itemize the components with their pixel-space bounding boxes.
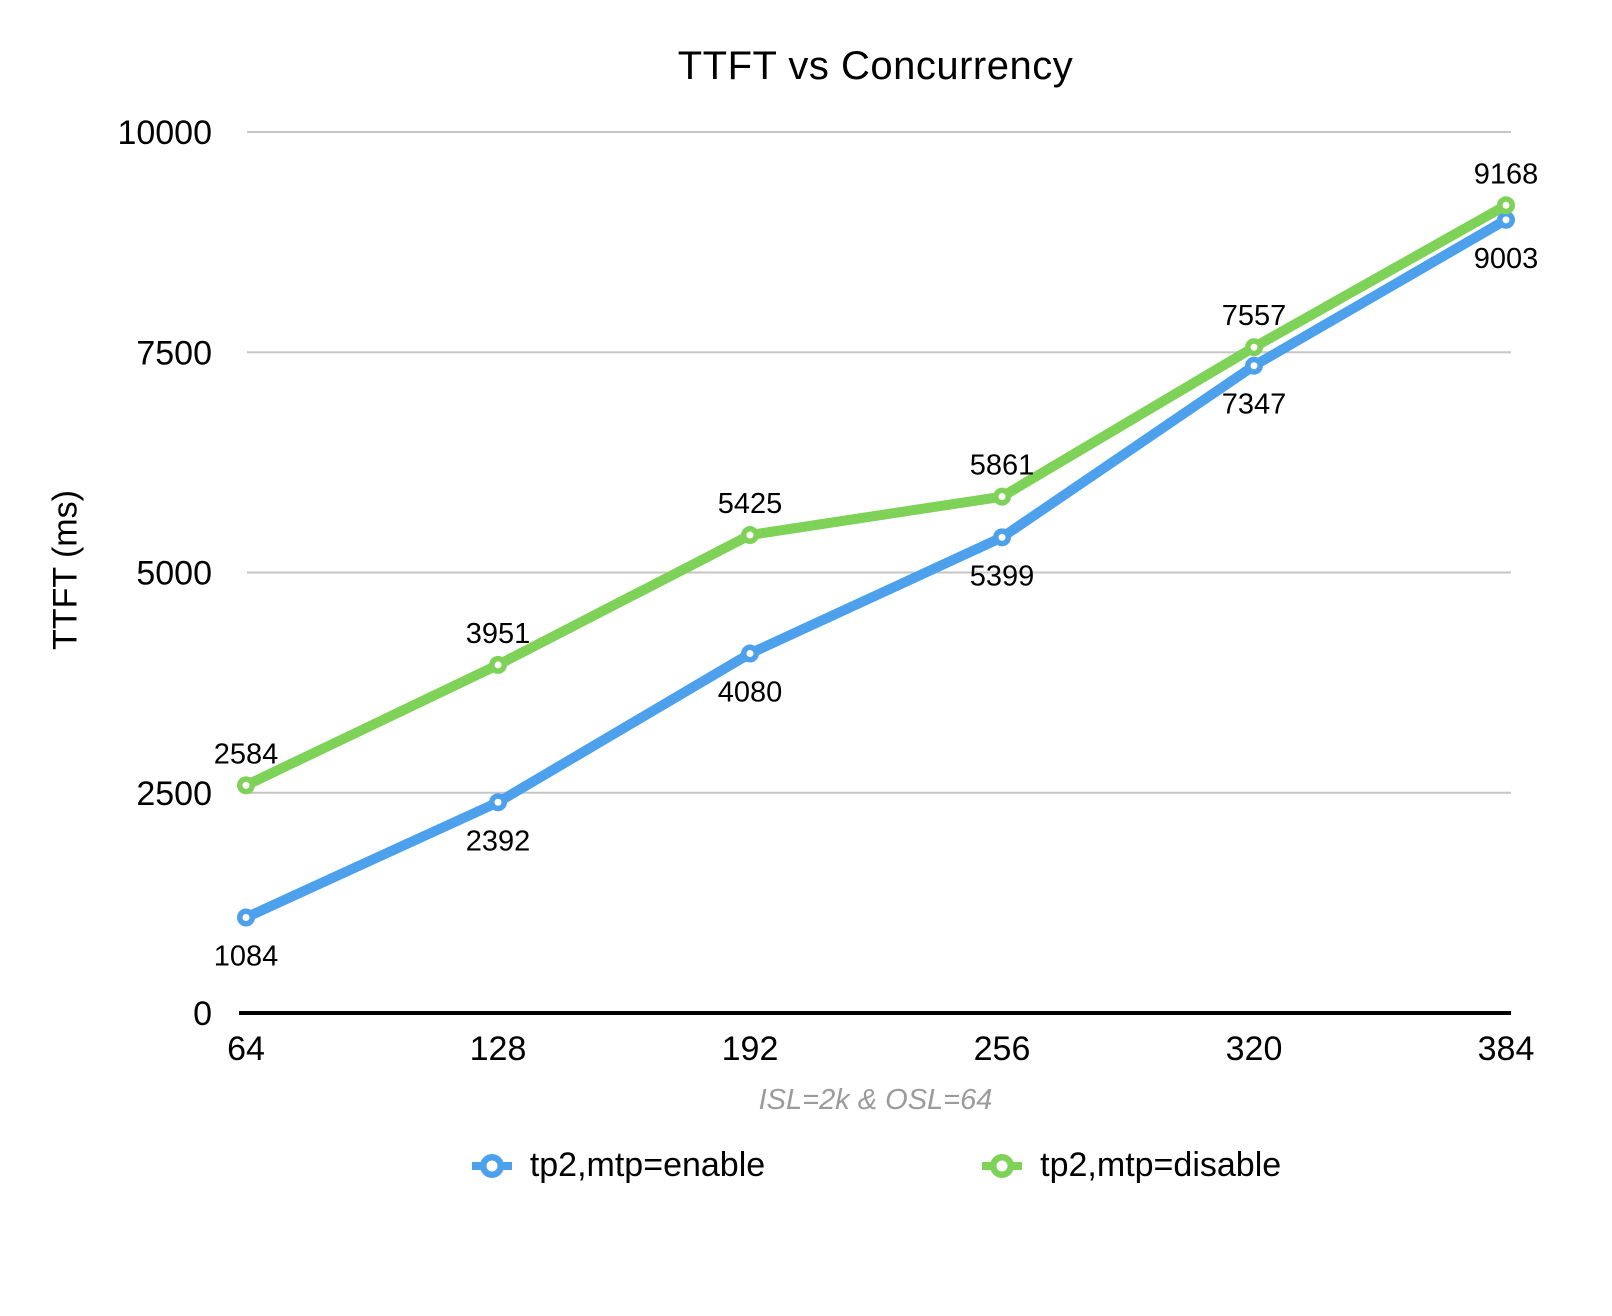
- chart-subtitle: ISL=2k & OSL=64: [758, 1084, 993, 1116]
- y-tick-label: 7500: [136, 334, 212, 372]
- data-point-marker-hole: [242, 913, 250, 921]
- x-tick-label: 128: [470, 1030, 527, 1068]
- data-point-marker-hole: [242, 781, 250, 789]
- data-point-marker-hole: [998, 533, 1006, 541]
- data-point-marker-hole: [1502, 216, 1510, 224]
- y-tick-label: 2500: [136, 775, 212, 813]
- data-point-label: 5425: [718, 488, 783, 520]
- data-point-marker-hole: [494, 661, 502, 669]
- series-line-tp2-mtp-enable: [241, 214, 1511, 923]
- data-point-marker-hole: [1250, 343, 1258, 351]
- data-point-label: 1084: [214, 940, 279, 972]
- data-point-marker-hole: [746, 650, 754, 658]
- data-point-label: 3951: [466, 618, 531, 650]
- y-tick-label: 5000: [136, 555, 212, 593]
- data-point-marker-hole: [746, 531, 754, 539]
- data-point-marker-hole: [998, 493, 1006, 501]
- x-tick-label: 192: [722, 1030, 779, 1068]
- legend-marker-icon: [982, 1153, 1023, 1178]
- legend-marker-hole: [996, 1160, 1008, 1171]
- data-point-label: 2584: [214, 738, 279, 770]
- data-point-label: 7557: [1222, 300, 1287, 332]
- data-point-label: 4080: [718, 677, 783, 709]
- legend-marker-icon: [471, 1153, 512, 1178]
- data-point-label: 9168: [1474, 158, 1539, 190]
- chart-title: TTFT vs Concurrency: [677, 44, 1074, 88]
- series-line-tp2-mtp-disable: [241, 200, 1511, 791]
- legend-marker-hole: [486, 1160, 498, 1171]
- data-point-label: 9003: [1474, 243, 1539, 275]
- data-point-marker-hole: [1502, 201, 1510, 209]
- y-tick-label: 10000: [117, 114, 212, 152]
- legend-label: tp2,mtp=enable: [529, 1146, 766, 1184]
- x-tick-label: 256: [974, 1030, 1031, 1068]
- x-tick-label: 384: [1478, 1030, 1535, 1068]
- legend-item-tp2-mtp-disable: tp2,mtp=disable: [980, 1146, 1281, 1185]
- data-point-marker-hole: [494, 798, 502, 806]
- chart-legend: tp2,mtp=enable tp2,mtp=disable: [240, 1146, 1511, 1185]
- data-point-marker-hole: [1250, 362, 1258, 370]
- data-point-label: 5399: [970, 560, 1035, 592]
- data-point-label: 2392: [466, 825, 531, 857]
- data-point-label: 7347: [1222, 389, 1287, 421]
- x-tick-label: 320: [1226, 1030, 1283, 1068]
- y-tick-label: 0: [193, 995, 212, 1033]
- legend-item-tp2-mtp-enable: tp2,mtp=enable: [470, 1146, 765, 1185]
- legend-label: tp2,mtp=disable: [1040, 1146, 1282, 1184]
- x-tick-label: 64: [227, 1030, 265, 1068]
- data-point-label: 5861: [970, 450, 1035, 482]
